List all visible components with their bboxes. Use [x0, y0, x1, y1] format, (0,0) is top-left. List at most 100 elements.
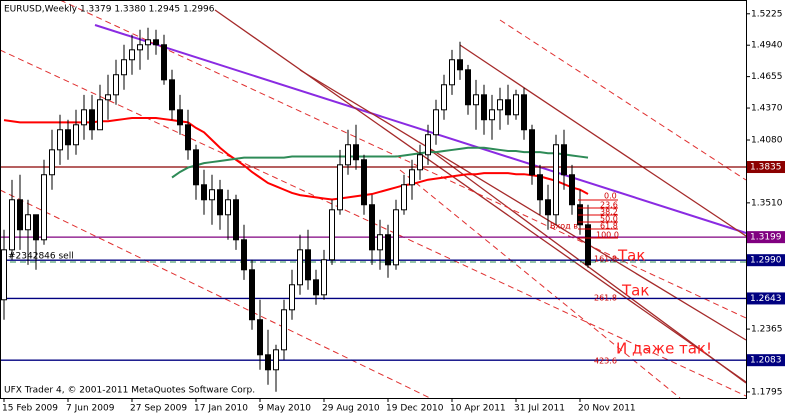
candle-body	[89, 109, 95, 131]
candle-body	[409, 169, 415, 186]
candle-body	[193, 149, 199, 186]
fib-label: 61.8	[600, 222, 618, 231]
x-tick-label: 9 May 2010	[258, 404, 311, 414]
candle-body	[249, 269, 255, 321]
fib-label: 423.6	[594, 357, 617, 366]
fib-label: 23.6	[600, 201, 618, 210]
candle-body	[9, 199, 15, 251]
candle-body	[241, 239, 247, 271]
candle-body	[497, 99, 503, 111]
y-tick-label: 1.4655	[751, 72, 783, 82]
candle-body	[537, 174, 543, 201]
candle-body	[25, 214, 31, 231]
candle-body	[465, 69, 471, 106]
candle-body	[185, 124, 191, 151]
candle-body	[289, 284, 295, 311]
candle-body	[553, 144, 559, 216]
candle-body	[321, 259, 327, 296]
x-tick-label: 31 Jul 2011	[514, 404, 565, 414]
candle-body	[521, 94, 527, 131]
fib-label: 0.0	[604, 192, 617, 201]
candle-body	[417, 154, 423, 171]
candle-body	[425, 134, 431, 156]
channel-line	[299, 69, 747, 341]
y-tick-label: 1.4370	[751, 104, 783, 114]
level-box	[747, 231, 785, 244]
candle-body	[561, 144, 567, 176]
candle-body	[81, 109, 87, 126]
candle-body	[401, 184, 407, 211]
annotation: Так	[617, 247, 645, 265]
x-tick-label: 27 Sep 2009	[130, 404, 187, 414]
candle-body	[41, 174, 47, 241]
level-label: 1.3835	[750, 163, 782, 173]
annotation: Так	[621, 282, 649, 300]
candle-body	[17, 199, 23, 231]
level-label: 1.2083	[750, 356, 782, 366]
candle-body	[297, 249, 303, 286]
candle-body	[281, 309, 287, 351]
fib-label: 161.8	[594, 255, 617, 264]
candle-body	[145, 39, 151, 46]
candle-body	[569, 174, 575, 206]
channel-line	[499, 19, 747, 181]
candle-body	[433, 109, 439, 136]
annotation: И даже так!	[616, 340, 712, 358]
level-label: 1.3199	[750, 233, 782, 243]
candle-body	[201, 184, 207, 201]
candle-body	[73, 124, 79, 146]
x-tick-label: 15 Feb 2009	[2, 404, 58, 414]
y-tick-label: 1.4080	[751, 136, 783, 146]
y-tick-label: 1.5225	[751, 9, 783, 19]
candle-body	[129, 49, 135, 61]
x-tick-label: 19 Dec 2010	[386, 404, 444, 414]
candle-body	[345, 144, 351, 166]
candle-body	[225, 199, 231, 216]
candle-body	[513, 94, 519, 116]
candle-body	[545, 199, 551, 216]
candle-body	[329, 209, 335, 261]
candle-body	[481, 94, 487, 121]
candle-body	[305, 249, 311, 281]
candle-body	[113, 74, 119, 96]
candle-body	[265, 354, 271, 371]
candle-body	[585, 224, 591, 266]
candle-body	[353, 144, 359, 161]
y-tick-label: 1.1795	[751, 387, 783, 397]
channel-line	[59, 0, 747, 319]
level-label: 1.2990	[750, 256, 782, 266]
candle-body	[473, 94, 479, 106]
candle-body	[369, 204, 375, 251]
level-box	[747, 254, 785, 267]
y-tick-label: 1.3510	[751, 198, 783, 208]
candle-body	[121, 59, 127, 76]
candle-body	[377, 234, 383, 251]
candle-body	[233, 199, 239, 241]
candle-body	[209, 189, 215, 201]
candle-body	[161, 44, 167, 81]
chart-title: EURUSD,Weekly 1.3379 1.3380 1.2945 1.299…	[4, 5, 215, 15]
fib-label: 38.2	[600, 208, 618, 217]
candle-body	[217, 189, 223, 216]
fib-lines	[578, 199, 618, 239]
level-box	[747, 354, 785, 367]
y-tick-label: 1.2365	[751, 325, 783, 335]
order-label: #2342846 sell	[8, 252, 74, 262]
fib-label: 50.0	[600, 215, 618, 224]
candle-body	[337, 164, 343, 211]
candle-body	[257, 319, 263, 356]
plot	[1, 27, 591, 392]
x-tick-label: 20 Nov 2011	[578, 404, 636, 414]
x-tick-label: 17 Jan 2010	[194, 404, 248, 414]
candle-body	[169, 79, 175, 111]
moving-average	[171, 146, 589, 179]
candle-body	[361, 159, 367, 206]
candle-body	[57, 129, 63, 151]
fib-label: 261.8	[594, 294, 617, 303]
candle-body	[97, 99, 103, 131]
candle-body	[137, 44, 143, 51]
candle-body	[457, 59, 463, 71]
candle-body	[505, 99, 511, 116]
footer: UFX Trader 4, © 2001-2011 MetaQuotes Sof…	[4, 386, 255, 396]
